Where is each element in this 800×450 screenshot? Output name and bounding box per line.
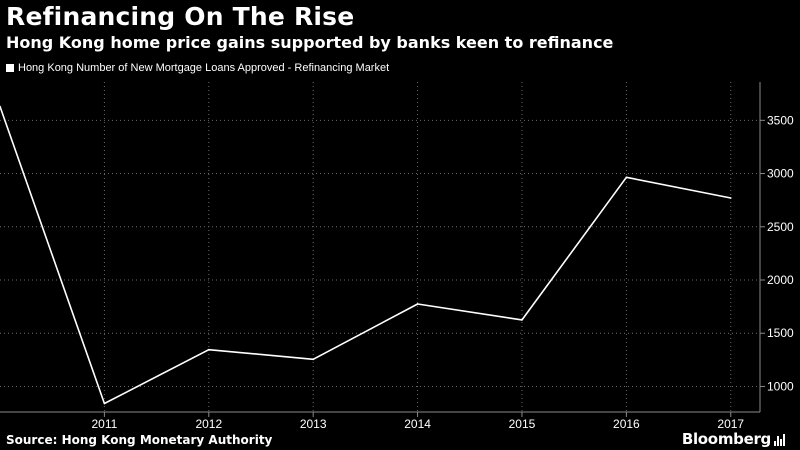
series [0,105,732,405]
y-tick-label: 3500 [767,113,794,127]
y-tick-label: 1500 [767,326,794,340]
data-point [207,348,210,351]
y-tick-label: 1000 [767,379,794,393]
data-point [729,197,732,199]
data-point [625,176,628,179]
x-tick-label: 2011 [91,417,117,431]
grid [0,82,760,412]
data-point [0,105,1,108]
chart-subtitle: Hong Kong home price gains supported by … [6,33,614,52]
brand-logo: Bloomberg [682,430,786,448]
data-point [312,358,314,361]
x-tick-label: 2016 [613,417,640,431]
data-point [416,303,419,305]
source-note: Source: Hong Kong Monetary Authority [6,433,273,447]
y-tick-label: 3000 [767,167,794,181]
bar-chart-icon [774,433,785,446]
x-tick-label: 2015 [509,417,536,431]
data-point [521,319,523,321]
x-tick-label: 2012 [195,417,222,431]
series-line [0,106,731,405]
axes: 2011 2012 2013 2014 2015 2016 2017 1000 1500 2000… [0,82,794,431]
legend-swatch [6,64,14,72]
x-tick-label: 2017 [717,417,744,431]
brand-name: Bloomberg [681,430,771,448]
y-tick-label: 2500 [767,220,794,234]
data-point [103,402,106,405]
legend-label: Hong Kong Number of New Mortgage Loans A… [18,62,390,74]
legend: Hong Kong Number of New Mortgage Loans A… [6,62,389,74]
chart-title: Refinancing On The Rise [6,2,355,31]
x-tick-label: 2013 [300,417,327,431]
y-tick-label: 2000 [767,273,794,287]
x-tick-label: 2014 [404,417,431,431]
